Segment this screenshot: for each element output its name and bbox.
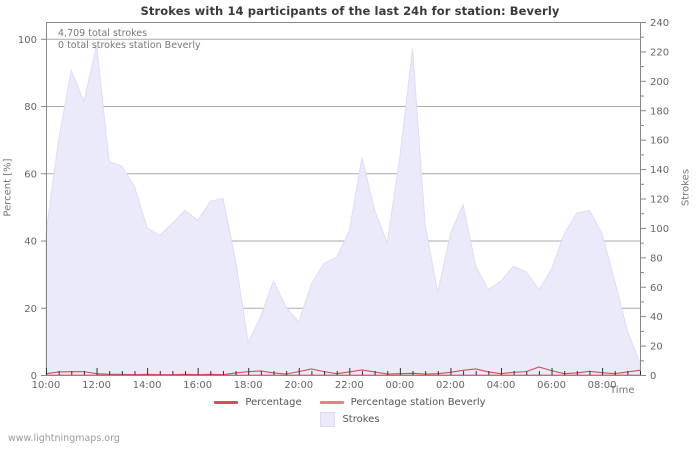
y-axis-label-right: Strokes xyxy=(680,168,692,207)
x-axis-tick-label: 18:00 xyxy=(234,380,263,391)
chart-title: Strokes with 14 participants of the last… xyxy=(140,4,560,18)
y-axis-left-tick-label: 60 xyxy=(24,169,37,180)
x-axis-tick-label: 02:00 xyxy=(436,380,465,391)
y-axis-left-tick-label: 0 xyxy=(31,371,37,382)
y-axis-right-tick-label: 40 xyxy=(650,312,663,323)
legend-swatch-percentage-icon xyxy=(214,401,239,404)
x-axis-tick-label: 20:00 xyxy=(284,380,313,391)
x-axis-label: Time xyxy=(610,385,635,396)
legend-row-area: Strokes xyxy=(0,411,700,428)
y-axis-left-tick-label: 40 xyxy=(24,237,37,248)
y-axis-right-tick-label: 180 xyxy=(650,106,669,117)
y-axis-left-tick-label: 20 xyxy=(24,304,37,315)
y-axis-right-tick-label: 60 xyxy=(650,283,663,294)
legend-item-strokes[interactable]: Strokes xyxy=(320,412,380,427)
annotation-total-strokes: 4,709 total strokes xyxy=(58,28,148,39)
legend-row-lines: Percentage Percentage station Beverly xyxy=(0,394,700,411)
legend-item-percentage[interactable]: Percentage xyxy=(214,397,302,408)
legend-label-percentage: Percentage xyxy=(245,397,302,408)
footer-watermark: www.lightningmaps.org xyxy=(8,433,120,444)
y-axis-right-tick-label: 100 xyxy=(650,224,669,235)
x-axis-tick-label: 10:00 xyxy=(32,380,61,391)
x-axis-tick-label: 00:00 xyxy=(385,380,414,391)
area-series-strokes xyxy=(45,45,641,376)
legend-item-percentage-station[interactable]: Percentage station Beverly xyxy=(319,397,486,408)
y-axis-right-tick-label: 240 xyxy=(650,18,669,29)
x-axis-tick-label: 04:00 xyxy=(487,380,516,391)
y-axis-left-tick-label: 100 xyxy=(18,35,37,46)
y-axis-label-left: Percent [%] xyxy=(2,158,14,217)
y-axis-right-tick-label: 80 xyxy=(650,253,663,264)
y-axis-right-tick-label: 200 xyxy=(650,77,669,88)
legend-label-percentage-station: Percentage station Beverly xyxy=(350,397,486,408)
x-axis-tick-label: 16:00 xyxy=(183,380,212,391)
x-axis-tick-label: 08:00 xyxy=(588,380,617,391)
legend-swatch-strokes-icon xyxy=(320,412,336,427)
annotation-station-strokes: 0 total strokes station Beverly xyxy=(58,40,201,51)
y-axis-right-tick-label: 160 xyxy=(650,136,669,147)
y-axis-right-tick-label: 140 xyxy=(650,165,669,176)
x-axis-tick-label: 12:00 xyxy=(82,380,111,391)
chart-legend: Percentage Percentage station Beverly St… xyxy=(0,394,700,428)
x-axis-tick-label: 06:00 xyxy=(537,380,566,391)
legend-label-strokes: Strokes xyxy=(342,414,380,425)
legend-swatch-percentage-station-icon xyxy=(319,401,344,404)
y-axis-right-tick-label: 220 xyxy=(650,47,669,58)
line-series-percentage xyxy=(45,366,641,376)
y-axis-left-tick-label: 80 xyxy=(24,102,37,113)
y-axis-right-tick-label: 120 xyxy=(650,195,669,206)
y-axis-right-tick-label: 0 xyxy=(650,371,656,382)
x-axis-tick-label: 22:00 xyxy=(335,380,364,391)
x-axis-tick-label: 14:00 xyxy=(133,380,162,391)
y-axis-right-tick-label: 20 xyxy=(650,342,663,353)
